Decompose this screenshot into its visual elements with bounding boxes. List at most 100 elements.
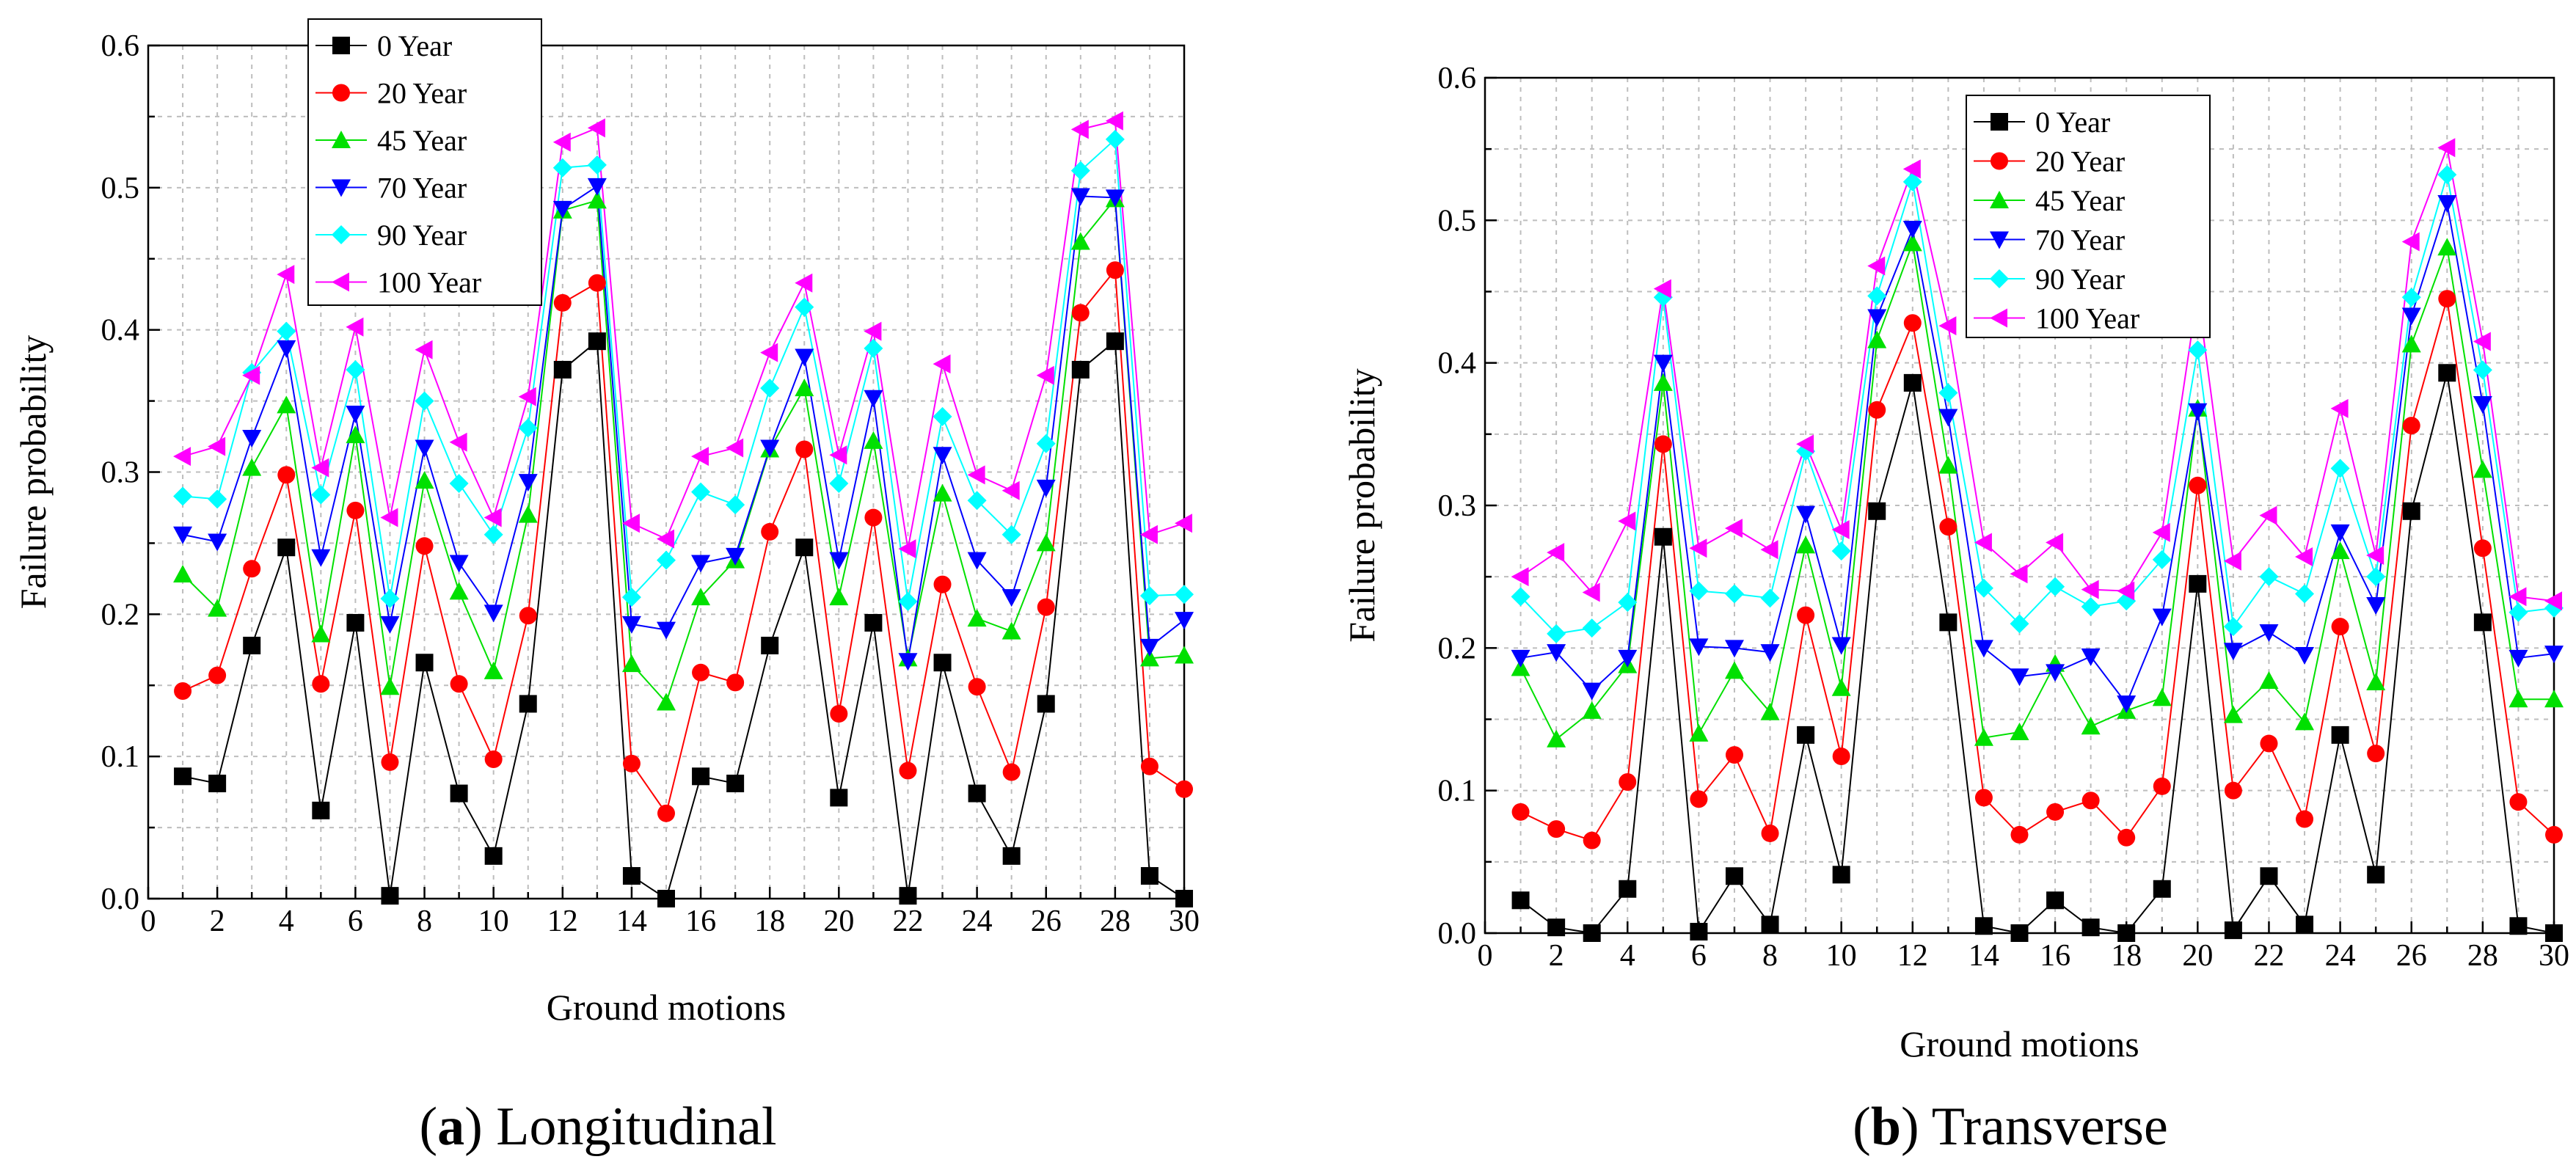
data-point xyxy=(691,588,711,606)
data-point xyxy=(174,682,192,701)
data-point xyxy=(2544,690,2564,708)
data-point xyxy=(864,613,883,632)
data-point xyxy=(1511,803,1530,821)
data-point xyxy=(208,489,227,509)
data-point xyxy=(1974,917,1993,935)
data-point xyxy=(2046,803,2065,821)
y-tick-label: 0.5 xyxy=(101,172,140,205)
data-point xyxy=(1071,304,1090,322)
legend-marker xyxy=(332,37,350,54)
data-point xyxy=(761,522,779,541)
data-point xyxy=(898,539,916,559)
legend-marker xyxy=(332,272,349,292)
data-point xyxy=(1974,578,1993,598)
data-point xyxy=(657,621,676,640)
data-point xyxy=(1760,702,1780,720)
legend-box xyxy=(307,18,542,306)
data-point xyxy=(484,661,503,679)
data-point xyxy=(346,501,365,519)
data-point xyxy=(1106,261,1124,279)
data-point xyxy=(657,890,675,907)
y-tick-label: 0.6 xyxy=(101,29,140,63)
data-point xyxy=(2117,828,2136,847)
data-point xyxy=(1725,867,1743,885)
data-point xyxy=(552,132,571,152)
data-point xyxy=(2366,567,2386,587)
data-point xyxy=(1903,373,1922,392)
data-point xyxy=(2330,524,2350,542)
data-point xyxy=(1106,332,1124,351)
data-point xyxy=(2223,643,2243,661)
data-point xyxy=(449,555,469,573)
data-point xyxy=(1974,728,1993,746)
data-point xyxy=(1903,314,1922,332)
data-point xyxy=(2224,921,2242,940)
data-point xyxy=(2545,924,2563,942)
series-20-year xyxy=(174,261,1193,822)
data-point xyxy=(1071,360,1090,379)
data-point xyxy=(1724,519,1743,538)
data-point xyxy=(2437,195,2457,213)
data-point xyxy=(346,317,364,337)
data-point xyxy=(726,547,745,566)
x-tick-label: 0 xyxy=(141,905,156,938)
data-point xyxy=(2367,745,2385,763)
caption-close-paren: ) xyxy=(1901,1097,1919,1157)
data-point xyxy=(587,178,607,196)
y-tick-label: 0.4 xyxy=(101,314,140,348)
x-tick-label: 6 xyxy=(348,905,363,938)
data-point xyxy=(760,379,780,398)
data-point xyxy=(1938,383,1958,403)
legend-label: 45 Year xyxy=(377,124,467,157)
data-point xyxy=(1001,525,1021,544)
data-point xyxy=(1974,789,1993,807)
data-point xyxy=(2153,880,2171,898)
data-point xyxy=(2081,717,2101,735)
data-point xyxy=(1689,638,1709,657)
data-point xyxy=(311,549,331,567)
legend-marker xyxy=(1990,308,2007,328)
data-point xyxy=(864,321,882,341)
data-point xyxy=(1868,502,1886,520)
data-point xyxy=(2295,547,2313,566)
data-point xyxy=(1002,847,1021,865)
data-point xyxy=(518,387,536,406)
data-point xyxy=(864,431,883,449)
data-point xyxy=(346,359,365,379)
data-point xyxy=(1583,831,1601,849)
data-point xyxy=(1139,648,1159,667)
x-tick-label: 2 xyxy=(1549,939,1564,973)
x-tick-label: 22 xyxy=(892,905,923,938)
data-point xyxy=(830,705,848,723)
data-point xyxy=(173,447,191,467)
data-point xyxy=(1831,520,1850,540)
data-point xyxy=(1037,598,1055,616)
data-point xyxy=(2509,690,2528,708)
data-point xyxy=(692,767,710,786)
data-point xyxy=(2295,584,2315,604)
data-point xyxy=(2473,360,2492,380)
data-point xyxy=(726,438,744,458)
x-tick-label: 10 xyxy=(478,905,509,938)
legend-label: 100 Year xyxy=(2035,302,2139,335)
data-point xyxy=(1002,763,1021,781)
data-point xyxy=(1582,682,1602,701)
data-point xyxy=(1618,593,1638,613)
data-point xyxy=(864,338,883,358)
data-point xyxy=(2223,551,2241,571)
data-point xyxy=(1689,538,1707,558)
data-point xyxy=(277,321,296,341)
data-point xyxy=(1001,480,1020,500)
y-tick-label: 0.3 xyxy=(101,456,140,490)
data-point xyxy=(2046,533,2064,552)
data-point xyxy=(2331,618,2349,636)
data-point xyxy=(1511,649,1530,668)
x-tick-label: 12 xyxy=(1897,939,1928,973)
x-tick-label: 14 xyxy=(1969,939,1999,973)
legend-marker xyxy=(1990,269,2009,288)
data-point xyxy=(346,613,365,632)
data-point xyxy=(2046,891,2065,910)
data-point xyxy=(2224,781,2242,800)
data-point xyxy=(1175,780,1193,798)
data-point xyxy=(2366,672,2386,690)
